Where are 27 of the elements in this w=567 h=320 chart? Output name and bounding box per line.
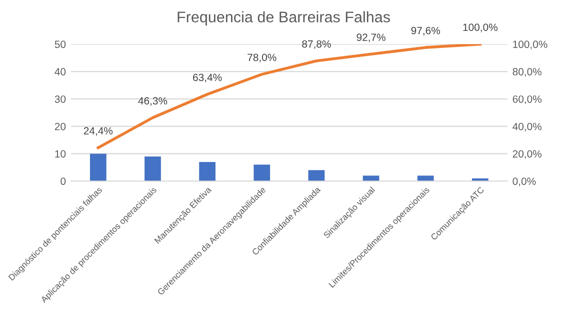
y2-tick-label: 80,0% [512,68,542,77]
y2-tick-label: 60,0% [512,95,542,104]
bar [90,154,106,182]
y-tick-label: 10 [55,150,66,158]
data-label: 87,8% [302,40,331,49]
data-label: 92,7% [356,34,386,42]
bar [308,170,325,182]
bar [254,164,270,182]
y2-tick-label: 0,0% [512,178,536,186]
y-tick-label: 50 [54,40,66,48]
bar [417,176,434,182]
data-label: 97,6% [411,26,440,36]
data-label: 63,4% [193,74,222,82]
data-label: 46,3% [138,97,168,106]
y-tick-label: 40 [54,68,66,76]
y-tick-label: 0 [60,178,66,185]
y-tick-label: 20 [54,122,66,130]
y2-tick-label: 40,0% [512,122,542,132]
bar [144,156,161,182]
chart-title: Frequencia de Barreiras Falhas [178,11,390,26]
y2-tick-label: 20,0% [512,150,542,159]
y2-tick-label: 100,0% [513,40,548,50]
data-label: 100,0% [463,24,498,32]
data-label: 24,4% [84,127,113,136]
bar [199,162,216,182]
y-tick-label: 30 [54,95,66,103]
data-label: 78,0% [248,54,276,62]
